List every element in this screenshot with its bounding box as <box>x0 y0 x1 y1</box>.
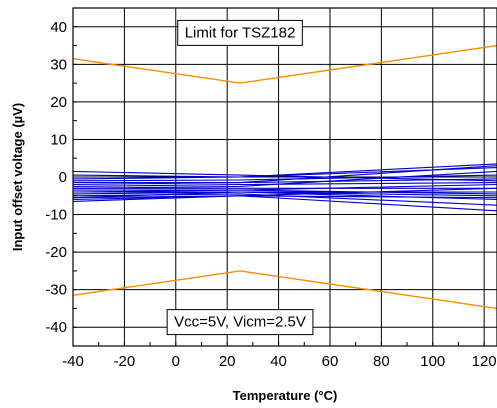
x-tick-label: -40 <box>62 353 84 370</box>
y-tick-labels: 40 30 20 10 0 -10 -20 -30 -40 <box>45 19 67 336</box>
y-axis-label: Input offset voltage (µV) <box>10 103 25 251</box>
annotation-box <box>166 309 314 336</box>
x-tick-label: 20 <box>219 353 236 370</box>
sample-series-line <box>72 170 497 189</box>
x-tick-label: -20 <box>114 353 136 370</box>
sample-series-line <box>72 170 497 182</box>
y-tick-label: 0 <box>59 169 67 186</box>
annotation: Vcc=5V, Vicm=2.5V <box>166 309 314 336</box>
sample-series-line <box>72 191 497 199</box>
x-tick-label: 0 <box>172 353 180 370</box>
limit-series-line <box>72 270 497 310</box>
x-tick-label: 60 <box>322 353 339 370</box>
y-tick-label: -30 <box>45 282 67 299</box>
y-tick-label: 40 <box>50 19 67 36</box>
grid <box>73 8 497 346</box>
sample-series-line <box>72 167 497 180</box>
x-tick-label: 120 <box>472 353 497 370</box>
annotation-text: Vcc=5V, Vicm=2.5V <box>174 314 306 331</box>
y-tick-label: 20 <box>50 94 67 111</box>
y-tick-label: -10 <box>45 207 67 224</box>
annotations: Limit for TSZ182 Vcc=5V, Vicm=2.5V <box>166 19 314 336</box>
x-tick-label: 100 <box>420 353 445 370</box>
y-tick-label: 10 <box>50 131 67 148</box>
annotation-box <box>177 19 303 46</box>
x-tick-label: 80 <box>373 353 390 370</box>
annotation: Limit for TSZ182 <box>177 19 303 46</box>
annotation-text: Limit for TSZ182 <box>185 24 296 41</box>
y-tick-label: -40 <box>45 319 67 336</box>
y-tick-label: -20 <box>45 244 67 261</box>
limit-series-line <box>72 44 497 84</box>
x-axis-label: Temperature (°C) <box>233 388 338 403</box>
ticks <box>72 7 485 347</box>
sample-series-line <box>72 195 497 202</box>
y-tick-label: 30 <box>50 56 67 73</box>
x-tick-label: 40 <box>270 353 287 370</box>
sample-series-line <box>72 183 497 193</box>
x-tick-labels: -40 -20 0 20 40 60 80 100 120 <box>62 353 497 370</box>
sample-series-line <box>72 182 497 187</box>
series-layer <box>72 44 497 310</box>
sample-series-line <box>72 193 497 206</box>
sample-series-line <box>72 165 497 186</box>
